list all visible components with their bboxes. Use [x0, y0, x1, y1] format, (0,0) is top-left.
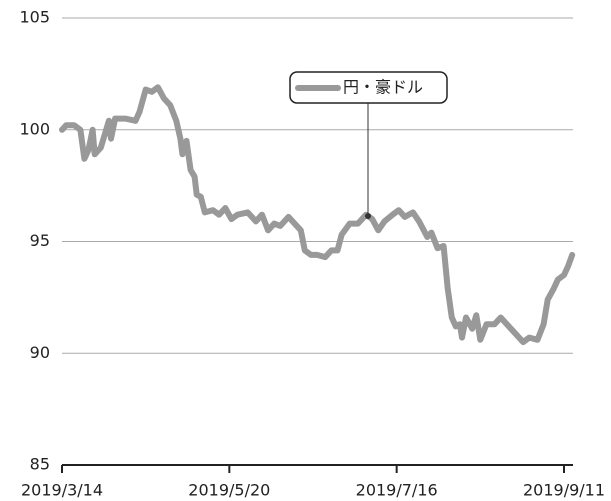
legend-label: 円・豪ドル [343, 78, 423, 97]
y-tick-label: 90 [30, 343, 50, 362]
legend-pointer-dot [365, 213, 371, 219]
y-tick-label: 95 [30, 231, 50, 250]
legend-box [289, 71, 448, 104]
x-tick-label: 2019/3/14 [21, 481, 103, 500]
y-tick-label: 105 [19, 8, 50, 27]
x-tick-label: 2019/7/16 [356, 481, 438, 500]
y-tick-label: 85 [30, 455, 50, 474]
x-tick-label: 2019/5/20 [188, 481, 270, 500]
y-tick-label: 100 [19, 119, 50, 138]
series-line [59, 84, 576, 346]
x-tick-label: 2019/9/11 [523, 481, 605, 500]
